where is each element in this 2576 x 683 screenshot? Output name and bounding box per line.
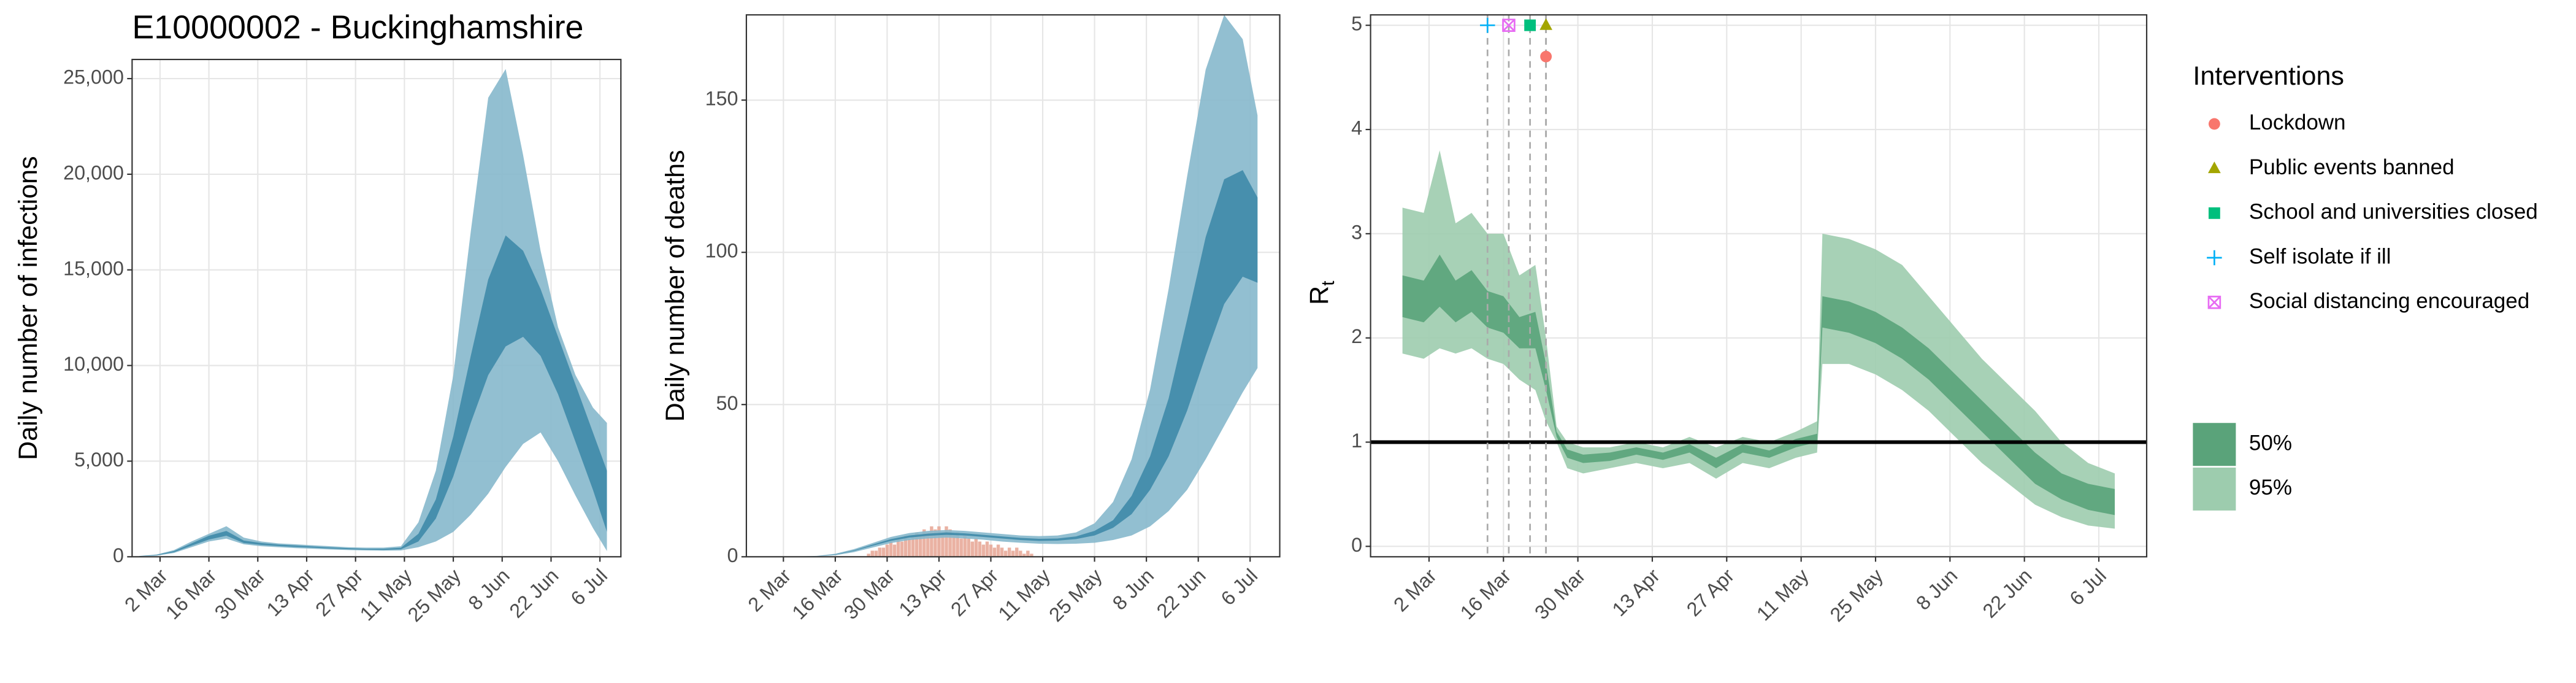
y-tick-label: 100 [705, 240, 738, 262]
bar [870, 550, 874, 557]
bar [963, 535, 967, 557]
bar [881, 547, 886, 557]
legend-symbol [2207, 295, 2221, 309]
bar [867, 554, 870, 557]
legend-label: 95% [2249, 476, 2292, 500]
band [139, 235, 607, 557]
bar [900, 541, 904, 557]
bar [926, 532, 930, 557]
y-axis-title: Daily number of deaths [661, 150, 690, 422]
bar [914, 532, 919, 557]
y-axis-title-group: Daily number of deaths [661, 150, 690, 422]
bar [989, 544, 993, 557]
bar [1007, 547, 1011, 557]
plot-frame [131, 58, 622, 558]
bar [889, 541, 893, 557]
bar [1026, 550, 1030, 557]
bar [959, 538, 963, 557]
y-axis-title: R [1305, 286, 1334, 305]
legend-symbol [2207, 250, 2222, 266]
y-tick-label: 50 [716, 392, 738, 414]
bar [948, 529, 952, 557]
y-tick-label: 3 [1351, 221, 1362, 243]
intervention-marker [1540, 50, 1552, 63]
y-tick-label: 0 [113, 544, 124, 566]
intervention-marker [1524, 19, 1536, 31]
legend-label: 50% [2249, 431, 2292, 455]
chart-title: E10000002 - Buckinghamshire [132, 9, 583, 46]
bar [996, 544, 1000, 557]
y-axis-title-group: Rt [1305, 280, 1338, 305]
bar [1030, 554, 1033, 557]
bar [1011, 550, 1015, 557]
legend-label: School and universities closed [2249, 200, 2538, 224]
y-tick-label: 150 [705, 88, 738, 110]
plot-frame [745, 14, 1281, 558]
bar [1000, 547, 1004, 557]
bar [952, 535, 956, 557]
y-tick-label: 4 [1351, 117, 1362, 139]
bar [907, 538, 911, 557]
y-tick-label: 0 [1351, 534, 1362, 556]
legend-swatch [2193, 423, 2236, 466]
y-tick-label: 2 [1351, 325, 1362, 347]
bar [911, 535, 915, 557]
y-axis-title: Daily number of infections [13, 156, 43, 460]
band [139, 69, 607, 557]
legend-symbol [2208, 161, 2221, 174]
bar [967, 538, 970, 557]
y-tick-label: 25,000 [63, 66, 124, 88]
bar [956, 532, 959, 557]
bar [878, 547, 882, 557]
legend-swatch [2193, 467, 2236, 511]
bar [1022, 554, 1026, 557]
bar [945, 526, 948, 557]
y-axis-title-group: Daily number of infections [13, 156, 43, 460]
y-tick-label: 10,000 [63, 353, 124, 375]
y-tick-label: 5 [1351, 13, 1362, 35]
y-tick-label: 15,000 [63, 257, 124, 279]
bar [941, 532, 945, 557]
bar [1019, 550, 1022, 557]
bar [985, 541, 989, 557]
y-tick-label: 1 [1351, 430, 1362, 452]
bar [892, 544, 897, 557]
bar [874, 550, 878, 557]
bar [930, 526, 933, 557]
bar [933, 529, 937, 557]
bar [992, 547, 997, 557]
plot-frame [1370, 14, 2148, 558]
bar [903, 535, 908, 557]
legend-label: Lockdown [2249, 110, 2346, 134]
bar [1015, 547, 1019, 557]
bar [978, 541, 982, 557]
band [761, 15, 1258, 557]
legend-label: Social distancing encouraged [2249, 289, 2529, 313]
bar [974, 538, 978, 557]
y-tick-label: 5,000 [74, 449, 124, 471]
y-tick-label: 0 [727, 544, 738, 566]
y-axis-title-subscript: t [1318, 280, 1338, 286]
legend-label: Self isolate if ill [2249, 244, 2391, 268]
bar [1003, 550, 1008, 557]
bar [919, 535, 922, 557]
bar [970, 541, 975, 557]
intervention-marker [1480, 17, 1495, 33]
legend-title: Interventions [2193, 61, 2344, 91]
bar [922, 529, 926, 557]
bar [937, 526, 941, 557]
bar [896, 538, 900, 557]
legend-symbol [2208, 207, 2220, 219]
band [1402, 254, 2115, 515]
legend-symbol [2208, 118, 2220, 130]
y-tick-label: 20,000 [63, 161, 124, 183]
bar [981, 544, 986, 557]
bar [885, 544, 889, 557]
legend-label: Public events banned [2249, 155, 2455, 179]
intervention-marker [1502, 18, 1516, 32]
intervention-marker [1539, 18, 1552, 30]
